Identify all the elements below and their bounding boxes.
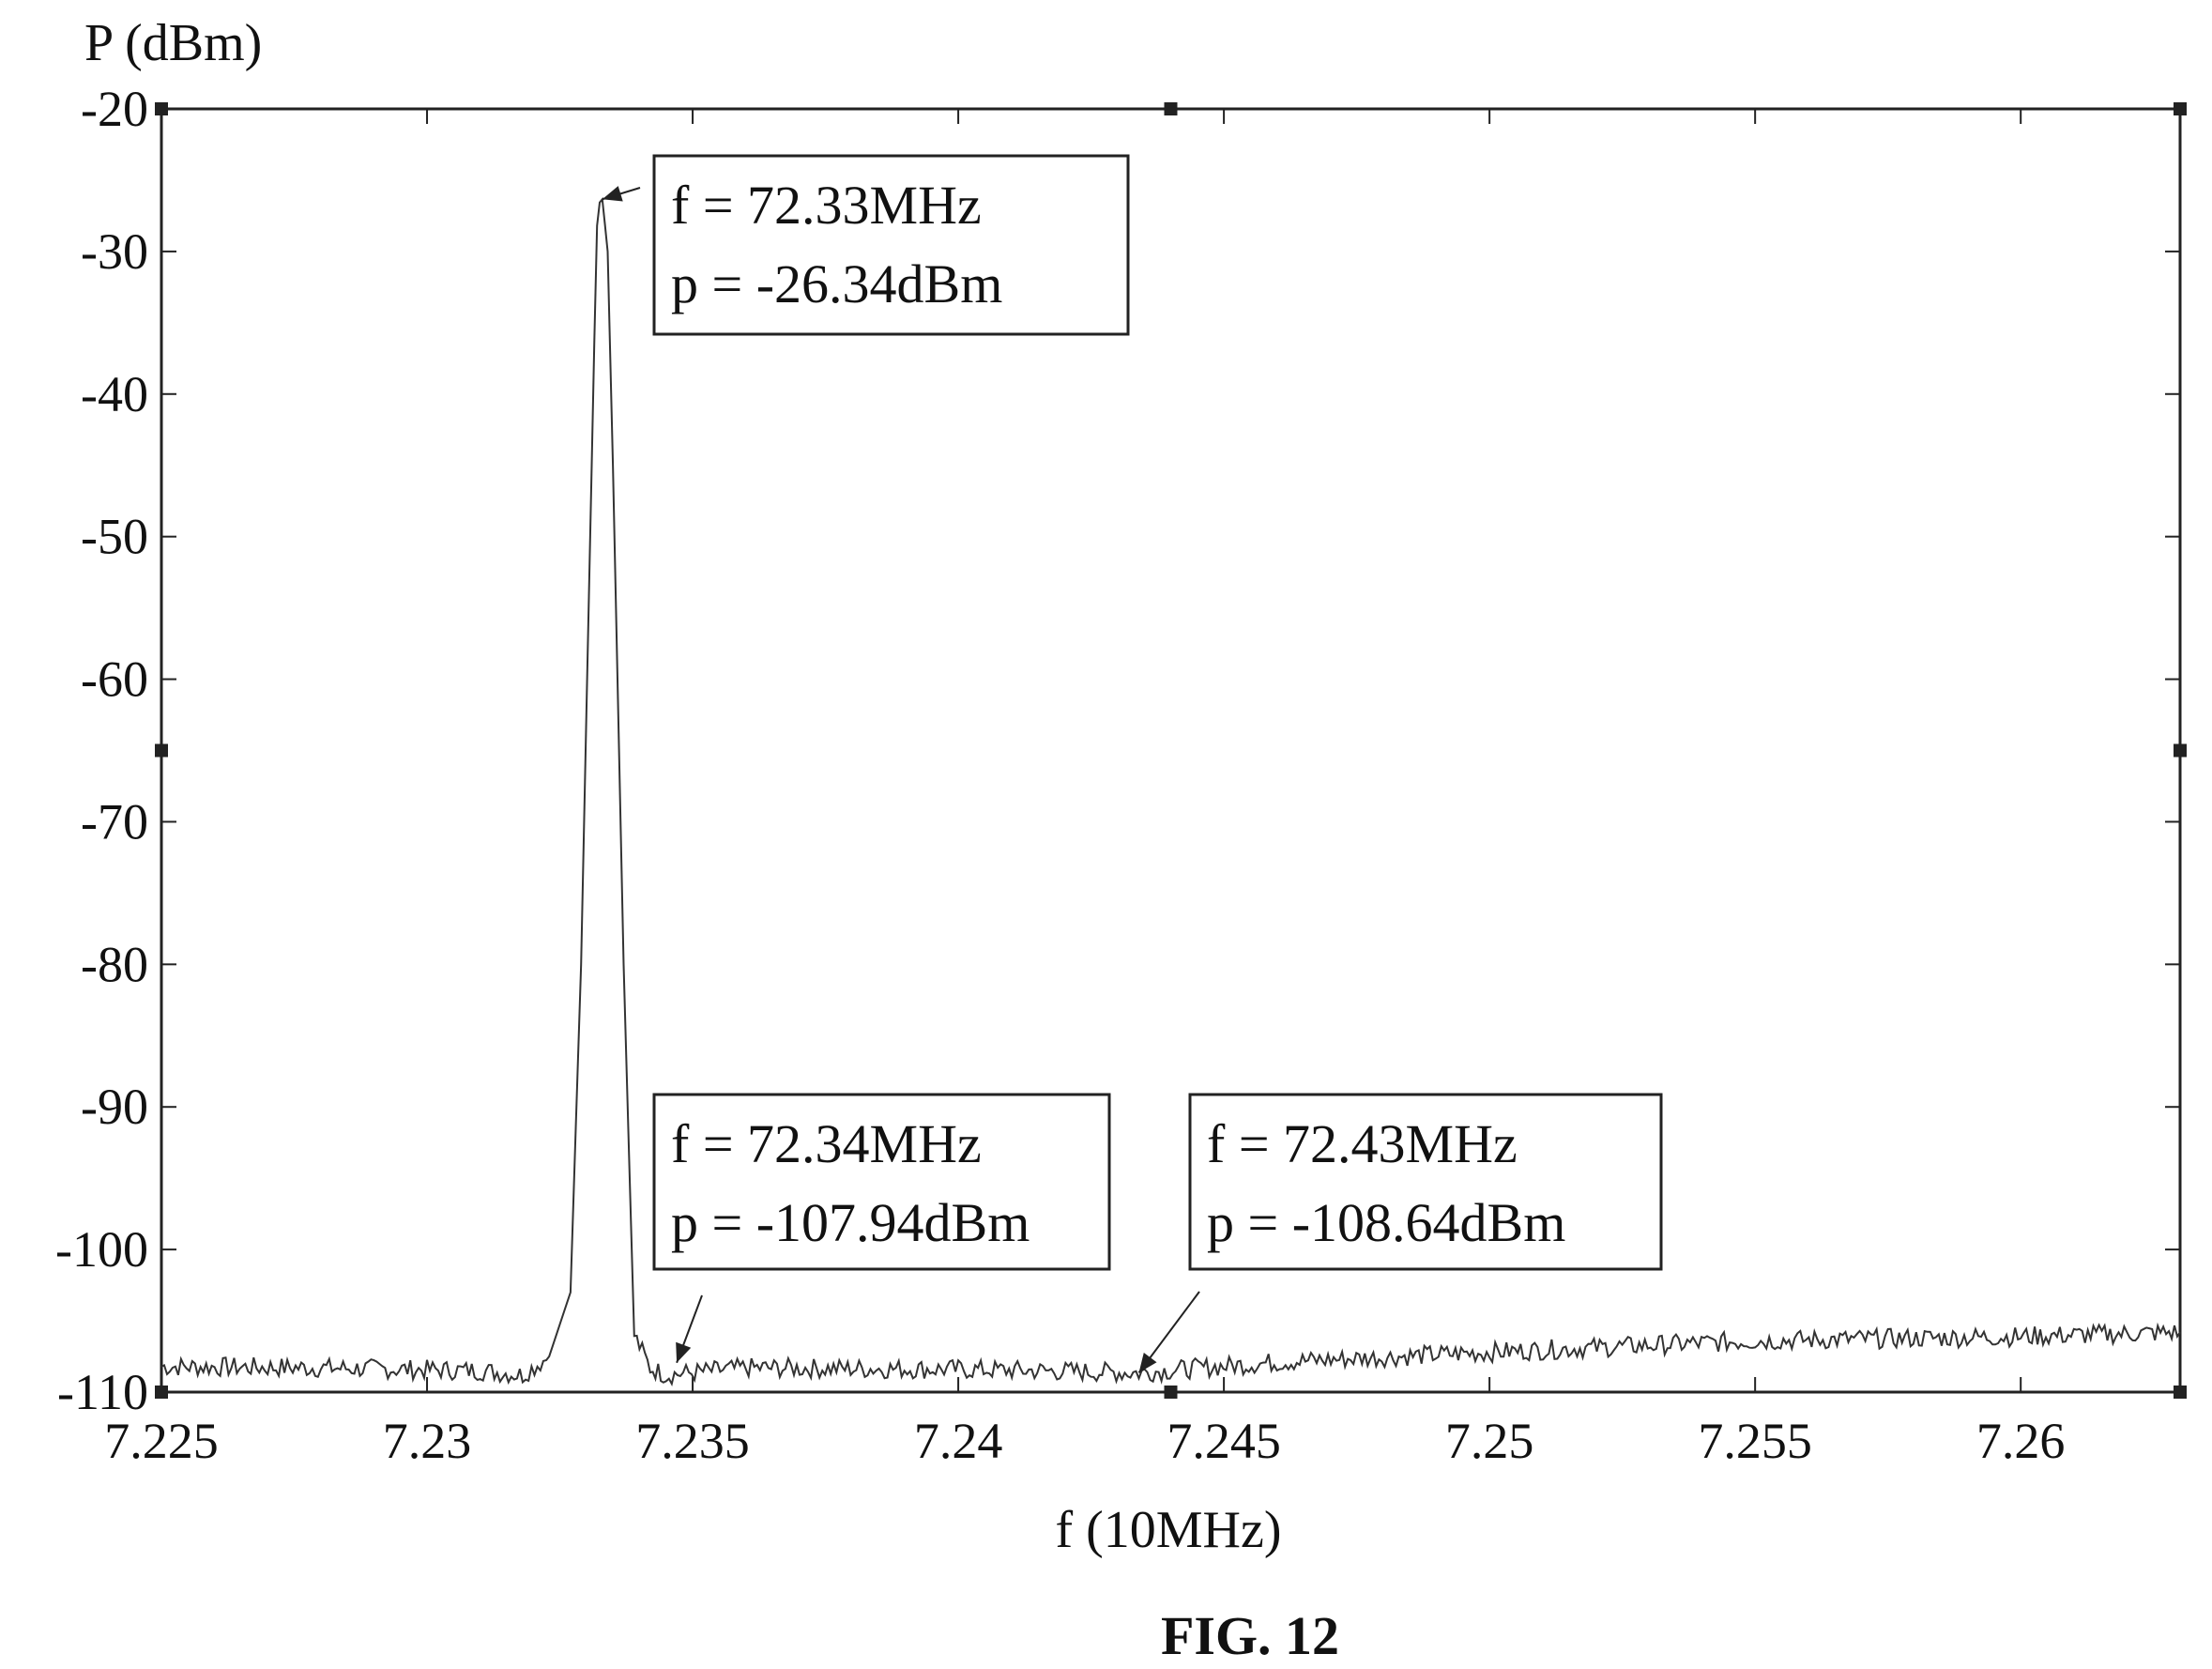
y-tick-label: -30 (81, 223, 148, 280)
y-axis-label: P (dBm) (84, 14, 262, 72)
x-tick-label: 7.23 (383, 1413, 472, 1469)
x-tick-label: 7.235 (635, 1413, 750, 1469)
annotation-box (1188, 1093, 1663, 1271)
figure-label: FIG. 12 (1161, 1605, 1339, 1666)
y-tick-label: -80 (81, 936, 148, 992)
x-axis-label: f (10MHz) (1055, 1501, 1281, 1559)
plot-frame (155, 102, 2187, 1399)
y-tick-label: -40 (81, 366, 148, 422)
annotation-line-2: p = -108.64dBm (1207, 1192, 1565, 1253)
y-tick-label: -90 (81, 1079, 148, 1135)
annotation-box (652, 154, 1130, 336)
annotation-arrowhead (1138, 1352, 1157, 1373)
annotation-line-1: f = 72.34MHz (671, 1113, 982, 1174)
frame-handle (1164, 102, 1178, 115)
annotation-arrowhead (602, 186, 623, 202)
frame-handle (1164, 1386, 1178, 1399)
frame-handle (155, 743, 168, 758)
x-tick-label: 7.225 (104, 1413, 219, 1469)
axis-ticks: 7.225 7.23 7.235 7.24 7.245 7.25 7.255 7.26 -20 -… (55, 81, 2180, 1469)
x-tick-label: 7.26 (1976, 1413, 2066, 1469)
y-tick-label: -70 (81, 793, 148, 850)
annotation-line-2: p = -26.34dBm (671, 253, 1002, 314)
annotation-arrowhead (676, 1341, 692, 1363)
y-tick-label: -50 (81, 509, 148, 565)
annotation-layer: f = 72.33MHz p = -26.34dBm f = 72.34MHz p =… (602, 154, 1663, 1373)
y-tick-label: -60 (81, 651, 148, 708)
x-tick-label: 7.25 (1445, 1413, 1534, 1469)
x-tick-label: 7.24 (914, 1413, 1003, 1469)
annotation-box (652, 1093, 1111, 1271)
x-tick-label: 7.245 (1167, 1413, 1281, 1469)
annotation-line-1: f = 72.43MHz (1207, 1113, 1518, 1174)
frame-handle (2174, 743, 2187, 758)
annotation-line-1: f = 72.33MHz (671, 175, 982, 236)
plot-border (160, 107, 2182, 1394)
y-tick-label: -110 (57, 1364, 148, 1420)
x-tick-label: 7.255 (1698, 1413, 1812, 1469)
series-line (160, 196, 2181, 1386)
y-tick-label: -20 (81, 81, 148, 137)
y-tick-label: -100 (55, 1221, 148, 1278)
series-layer (160, 196, 2181, 1386)
annotation-line-2: p = -107.94dBm (671, 1192, 1030, 1253)
